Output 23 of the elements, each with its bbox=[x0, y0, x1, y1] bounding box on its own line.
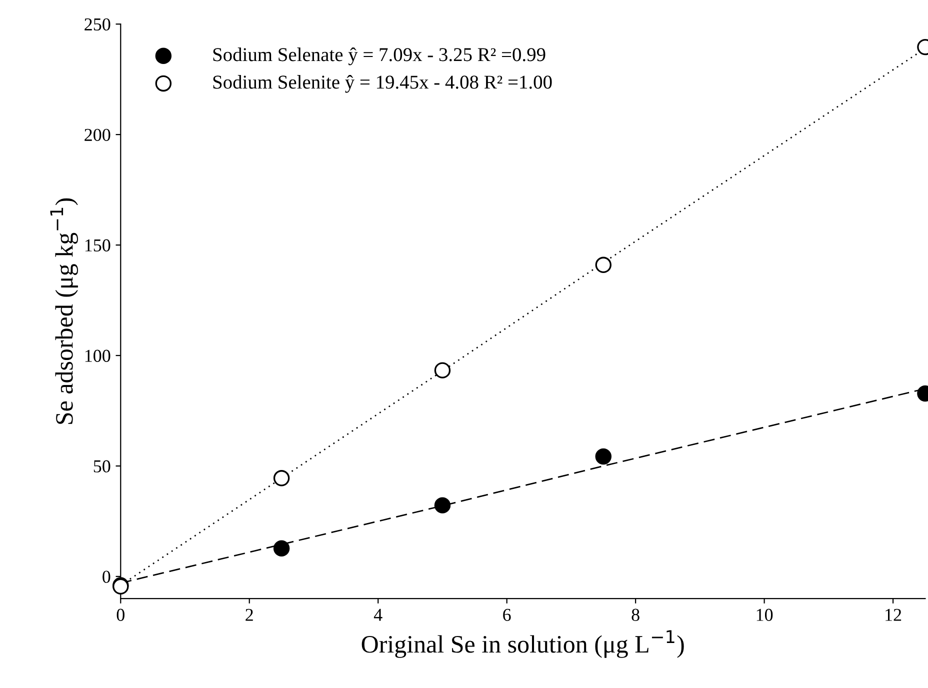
point bbox=[273, 470, 290, 486]
legend-label: Sodium Selenite ŷ = 19.45x - 4.08 R² =1.00 bbox=[213, 75, 552, 93]
point bbox=[595, 256, 612, 274]
y-tick-label: 100 bbox=[85, 350, 110, 362]
x-tick-label: 8 bbox=[632, 608, 640, 621]
point bbox=[434, 362, 451, 378]
y-tick-label: 0 bbox=[102, 570, 110, 583]
x-tick-label: 2 bbox=[246, 608, 253, 621]
point bbox=[595, 448, 612, 465]
y-tick-label: 150 bbox=[85, 239, 110, 252]
y-tick-label: 200 bbox=[84, 128, 110, 141]
x-tick-label: 6 bbox=[503, 608, 511, 621]
y-tick-label: 50 bbox=[94, 460, 110, 472]
x-tick-label: 0 bbox=[116, 608, 124, 621]
y-axis-title: Se adsorbed (μg kg$^{−1}$) bbox=[50, 198, 78, 424]
point bbox=[273, 540, 290, 557]
x-tick-label: 4 bbox=[374, 608, 382, 621]
y-tick-label: 250 bbox=[84, 18, 110, 31]
x-tick-label: 12 bbox=[886, 608, 902, 621]
x-axis-title: Original Se in solution (μg L$^{−1}$) bbox=[362, 630, 684, 658]
point bbox=[434, 497, 451, 514]
legend-label: Sodium Selenate ŷ = 7.09x - 3.25 R² =0.99 bbox=[213, 47, 546, 66]
x-tick-label: 10 bbox=[756, 608, 773, 621]
